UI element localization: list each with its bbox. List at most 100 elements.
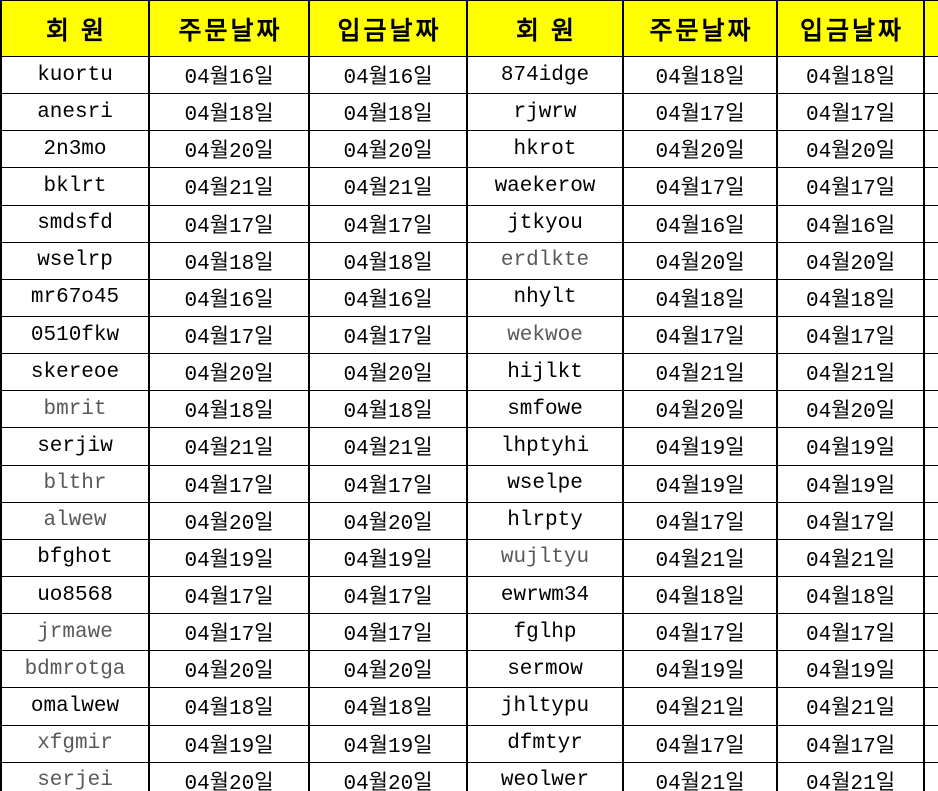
deposit-date-cell[interactable]: 04월20일: [776, 130, 925, 169]
order-date-cell[interactable]: 04월17일: [148, 613, 310, 652]
column-header-member-1[interactable]: 회원: [0, 0, 150, 57]
order-date-cell[interactable]: 04월21일: [148, 167, 310, 206]
empty-cell[interactable]: [923, 575, 938, 615]
deposit-date-cell[interactable]: 04월17일: [308, 613, 468, 652]
partial-column-header[interactable]: [923, 0, 938, 57]
member-cell[interactable]: hkrot: [466, 130, 624, 169]
deposit-date-cell[interactable]: 04월21일: [776, 761, 925, 791]
order-date-cell[interactable]: 04월18일: [148, 93, 310, 132]
deposit-date-cell[interactable]: 04월17일: [308, 575, 468, 615]
deposit-date-cell[interactable]: 04월18일: [308, 93, 468, 132]
deposit-date-cell[interactable]: 04월20일: [308, 650, 468, 689]
member-cell[interactable]: smfowe: [466, 390, 624, 429]
member-cell[interactable]: skereoe: [0, 353, 150, 392]
member-cell[interactable]: lhptyhi: [466, 427, 624, 466]
member-cell[interactable]: jtkyou: [466, 204, 624, 243]
column-header-deposit-date-2[interactable]: 입금날짜: [776, 0, 925, 57]
deposit-date-cell[interactable]: 04월17일: [776, 315, 925, 355]
order-date-cell[interactable]: 04월21일: [622, 687, 778, 726]
order-date-cell[interactable]: 04월17일: [148, 204, 310, 243]
deposit-date-cell[interactable]: 04월19일: [776, 427, 925, 466]
order-date-cell[interactable]: 04월21일: [148, 427, 310, 466]
empty-cell[interactable]: [923, 130, 938, 169]
deposit-date-cell[interactable]: 04월19일: [308, 538, 468, 577]
member-cell[interactable]: fglhp: [466, 613, 624, 652]
order-date-cell[interactable]: 04월16일: [148, 55, 310, 95]
deposit-date-cell[interactable]: 04월18일: [308, 687, 468, 726]
deposit-date-cell[interactable]: 04월17일: [776, 501, 925, 540]
column-header-member-2[interactable]: 회원: [466, 0, 624, 57]
deposit-date-cell[interactable]: 04월20일: [308, 761, 468, 791]
empty-cell[interactable]: [923, 315, 938, 355]
order-date-cell[interactable]: 04월16일: [148, 278, 310, 317]
order-date-cell[interactable]: 04월20일: [622, 241, 778, 280]
order-date-cell[interactable]: 04월18일: [148, 390, 310, 429]
deposit-date-cell[interactable]: 04월16일: [308, 55, 468, 95]
member-cell[interactable]: uo8568: [0, 575, 150, 615]
member-cell[interactable]: alwew: [0, 501, 150, 540]
member-cell[interactable]: wujltyu: [466, 538, 624, 577]
empty-cell[interactable]: [923, 93, 938, 132]
member-cell[interactable]: smdsfd: [0, 204, 150, 243]
deposit-date-cell[interactable]: 04월21일: [308, 427, 468, 466]
deposit-date-cell[interactable]: 04월18일: [308, 390, 468, 429]
order-date-cell[interactable]: 04월20일: [148, 761, 310, 791]
deposit-date-cell[interactable]: 04월21일: [308, 167, 468, 206]
member-cell[interactable]: wselpe: [466, 464, 624, 503]
order-date-cell[interactable]: 04월18일: [622, 278, 778, 317]
order-date-cell[interactable]: 04월17일: [622, 167, 778, 206]
empty-cell[interactable]: [923, 353, 938, 392]
deposit-date-cell[interactable]: 04월20일: [308, 501, 468, 540]
member-cell[interactable]: erdlkte: [466, 241, 624, 280]
empty-cell[interactable]: [923, 204, 938, 243]
deposit-date-cell[interactable]: 04월18일: [776, 278, 925, 317]
empty-cell[interactable]: [923, 278, 938, 317]
deposit-date-cell[interactable]: 04월20일: [776, 241, 925, 280]
order-date-cell[interactable]: 04월16일: [622, 204, 778, 243]
order-date-cell[interactable]: 04월17일: [622, 93, 778, 132]
order-date-cell[interactable]: 04월19일: [148, 724, 310, 763]
deposit-date-cell[interactable]: 04월20일: [308, 353, 468, 392]
member-cell[interactable]: anesri: [0, 93, 150, 132]
deposit-date-cell[interactable]: 04월17일: [776, 724, 925, 763]
empty-cell[interactable]: [923, 241, 938, 280]
order-date-cell[interactable]: 04월17일: [148, 575, 310, 615]
empty-cell[interactable]: [923, 687, 938, 726]
order-date-cell[interactable]: 04월17일: [622, 501, 778, 540]
member-cell[interactable]: nhylt: [466, 278, 624, 317]
deposit-date-cell[interactable]: 04월17일: [308, 464, 468, 503]
order-date-cell[interactable]: 04월20일: [148, 650, 310, 689]
member-cell[interactable]: ewrwm34: [466, 575, 624, 615]
deposit-date-cell[interactable]: 04월17일: [308, 315, 468, 355]
deposit-date-cell[interactable]: 04월17일: [776, 93, 925, 132]
empty-cell[interactable]: [923, 613, 938, 652]
member-cell[interactable]: mr67o45: [0, 278, 150, 317]
order-date-cell[interactable]: 04월20일: [622, 130, 778, 169]
deposit-date-cell[interactable]: 04월19일: [776, 650, 925, 689]
deposit-date-cell[interactable]: 04월18일: [776, 575, 925, 615]
member-cell[interactable]: 0510fkw: [0, 315, 150, 355]
empty-cell[interactable]: [923, 538, 938, 577]
order-date-cell[interactable]: 04월21일: [622, 538, 778, 577]
empty-cell[interactable]: [923, 724, 938, 763]
order-date-cell[interactable]: 04월18일: [148, 241, 310, 280]
deposit-date-cell[interactable]: 04월19일: [308, 724, 468, 763]
deposit-date-cell[interactable]: 04월17일: [308, 204, 468, 243]
member-cell[interactable]: serjiw: [0, 427, 150, 466]
member-cell[interactable]: sermow: [466, 650, 624, 689]
order-date-cell[interactable]: 04월19일: [622, 650, 778, 689]
order-date-cell[interactable]: 04월21일: [622, 761, 778, 791]
deposit-date-cell[interactable]: 04월21일: [776, 687, 925, 726]
member-cell[interactable]: bdmrotga: [0, 650, 150, 689]
member-cell[interactable]: wekwoe: [466, 315, 624, 355]
empty-cell[interactable]: [923, 55, 938, 95]
empty-cell[interactable]: [923, 650, 938, 689]
column-header-deposit-date-1[interactable]: 입금날짜: [308, 0, 468, 57]
member-cell[interactable]: blthr: [0, 464, 150, 503]
order-date-cell[interactable]: 04월18일: [148, 687, 310, 726]
empty-cell[interactable]: [923, 390, 938, 429]
column-header-order-date-2[interactable]: 주문날짜: [622, 0, 778, 57]
empty-cell[interactable]: [923, 501, 938, 540]
deposit-date-cell[interactable]: 04월18일: [308, 241, 468, 280]
order-date-cell[interactable]: 04월17일: [148, 315, 310, 355]
